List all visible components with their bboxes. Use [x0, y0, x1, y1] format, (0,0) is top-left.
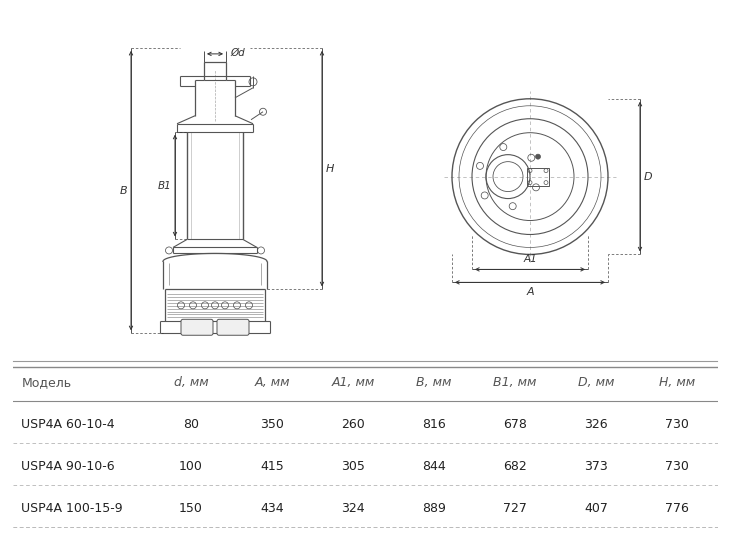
Text: 678: 678	[503, 418, 527, 431]
Text: 730: 730	[665, 460, 689, 473]
Text: 682: 682	[503, 460, 527, 473]
Text: 326: 326	[584, 418, 608, 431]
Text: 100: 100	[179, 460, 203, 473]
FancyBboxPatch shape	[217, 319, 249, 335]
Text: 844: 844	[422, 460, 446, 473]
Text: B, мм: B, мм	[416, 376, 452, 389]
Text: A: A	[526, 287, 534, 297]
Text: 324: 324	[341, 502, 365, 515]
Text: B: B	[120, 185, 127, 195]
Text: A, мм: A, мм	[254, 376, 290, 389]
Text: 434: 434	[260, 502, 284, 515]
Text: 80: 80	[183, 418, 199, 431]
Text: 816: 816	[422, 418, 446, 431]
Circle shape	[536, 154, 540, 159]
Text: H, мм: H, мм	[659, 376, 695, 389]
Text: d, мм: d, мм	[174, 376, 208, 389]
Text: 373: 373	[584, 460, 608, 473]
Text: 260: 260	[341, 418, 365, 431]
Text: H: H	[326, 164, 334, 174]
Text: 776: 776	[665, 502, 689, 515]
FancyBboxPatch shape	[181, 319, 213, 335]
Text: B1: B1	[157, 180, 171, 190]
Text: D: D	[644, 171, 653, 181]
Text: USP4A 90-10-6: USP4A 90-10-6	[21, 460, 115, 473]
Text: USP4A 60-10-4: USP4A 60-10-4	[21, 418, 115, 431]
Text: 150: 150	[179, 502, 203, 515]
Text: D, мм: D, мм	[578, 376, 614, 389]
Text: A1, мм: A1, мм	[331, 376, 374, 389]
Text: Модель: Модель	[21, 376, 72, 389]
Text: B1, мм: B1, мм	[493, 376, 537, 389]
Text: 730: 730	[665, 418, 689, 431]
Text: 305: 305	[341, 460, 365, 473]
Text: USP4A 100-15-9: USP4A 100-15-9	[21, 502, 123, 515]
Text: 889: 889	[422, 502, 446, 515]
Bar	[527, 167, 549, 185]
Text: 350: 350	[260, 418, 284, 431]
Text: 727: 727	[503, 502, 527, 515]
Text: 407: 407	[584, 502, 608, 515]
Text: A1: A1	[523, 254, 537, 264]
Text: Ød: Ød	[230, 48, 245, 58]
Text: 415: 415	[260, 460, 284, 473]
